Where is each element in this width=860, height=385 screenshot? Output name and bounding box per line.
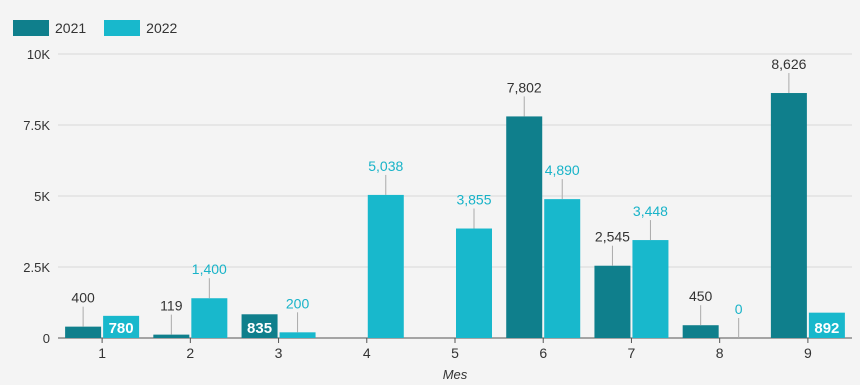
y-tick-label: 5K bbox=[34, 189, 50, 204]
x-tick-label: 5 bbox=[451, 345, 459, 361]
data-label: 892 bbox=[814, 320, 839, 337]
x-tick-label: 9 bbox=[804, 345, 812, 361]
legend-label-2022: 2022 bbox=[146, 20, 178, 36]
bar-2022 bbox=[103, 315, 140, 338]
bar-2021 bbox=[682, 325, 719, 338]
data-label: 3,855 bbox=[456, 192, 491, 208]
data-label: 7,802 bbox=[507, 79, 542, 95]
data-label: 200 bbox=[286, 295, 310, 311]
legend: 2021 2022 bbox=[13, 20, 177, 36]
data-label: 3,448 bbox=[633, 203, 668, 219]
x-tick-label: 8 bbox=[716, 345, 724, 361]
data-label: 450 bbox=[689, 288, 713, 304]
data-label: 835 bbox=[247, 320, 272, 337]
x-tick-label: 3 bbox=[275, 345, 283, 361]
bar-2022 bbox=[191, 298, 228, 338]
bar-2021 bbox=[594, 265, 631, 338]
legend-item-2022[interactable]: 2022 bbox=[104, 20, 177, 36]
x-axis-title: Mes bbox=[443, 367, 468, 382]
x-tick-label: 6 bbox=[539, 345, 547, 361]
data-label: 4,890 bbox=[545, 162, 580, 178]
y-tick-label: 0 bbox=[43, 331, 50, 346]
bar-2021 bbox=[65, 326, 102, 338]
data-label: 2,545 bbox=[595, 229, 630, 245]
legend-swatch-2021 bbox=[13, 20, 49, 36]
bar-2022 bbox=[808, 312, 845, 338]
bar-2021 bbox=[770, 93, 807, 338]
y-tick-label: 2.5K bbox=[23, 260, 50, 275]
legend-swatch-2022 bbox=[104, 20, 141, 36]
y-tick-label: 7.5K bbox=[23, 118, 50, 133]
bar-2022 bbox=[544, 199, 581, 338]
data-label: 119 bbox=[160, 298, 183, 314]
legend-label-2021: 2021 bbox=[55, 20, 87, 36]
bar-2021 bbox=[153, 334, 190, 338]
bar-2021 bbox=[506, 116, 543, 338]
data-label: 0 bbox=[735, 301, 743, 317]
bar-2022 bbox=[367, 194, 404, 338]
bar-2022 bbox=[279, 332, 316, 338]
data-label: 1,400 bbox=[192, 261, 227, 277]
y-tick-label: 10K bbox=[27, 47, 50, 62]
x-tick-label: 2 bbox=[186, 345, 194, 361]
data-label: 400 bbox=[71, 290, 95, 306]
legend-item-2021[interactable]: 2021 bbox=[13, 20, 86, 36]
bar-2022 bbox=[456, 228, 492, 338]
x-tick-label: 1 bbox=[98, 345, 106, 361]
x-tick-label: 7 bbox=[628, 345, 636, 361]
data-label: 8,626 bbox=[771, 56, 806, 72]
bar-2022 bbox=[632, 240, 669, 338]
data-label: 780 bbox=[109, 320, 134, 337]
data-label: 5,038 bbox=[368, 158, 403, 174]
bar-2021 bbox=[241, 314, 278, 338]
x-tick-label: 4 bbox=[363, 345, 371, 361]
